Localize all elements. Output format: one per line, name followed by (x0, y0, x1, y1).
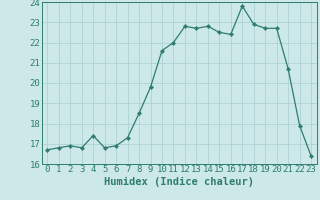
X-axis label: Humidex (Indice chaleur): Humidex (Indice chaleur) (104, 177, 254, 187)
